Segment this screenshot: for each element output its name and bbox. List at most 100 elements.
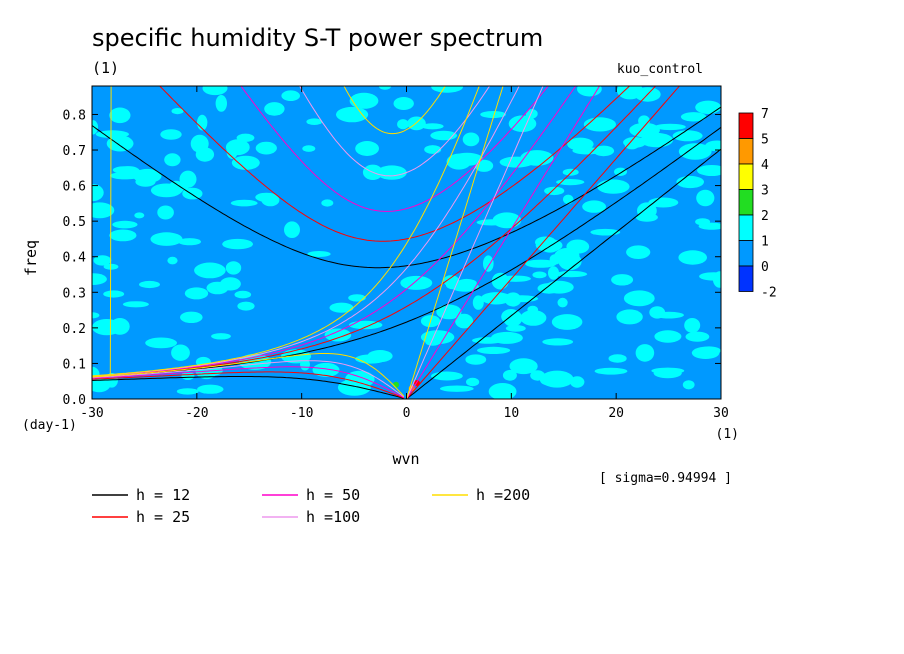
field-patch [535,236,557,248]
legend-label: h =100 [306,508,360,526]
x-tick-label: -10 [290,406,313,421]
field-patch [466,377,480,387]
field-patch [557,297,568,308]
field-patch [608,354,627,363]
colorbar-swatch [738,265,754,292]
field-patch [255,141,277,155]
field-patch [476,219,507,226]
field-patch [532,271,547,279]
field-patch [626,245,651,259]
legend-label: h = 12 [136,486,190,504]
field-patch [195,147,215,162]
colorbar-swatch [738,214,754,241]
field-patch [92,273,107,285]
x-tick-label: 20 [608,406,624,421]
colorbar-label: 1 [761,235,769,250]
field-patch [93,255,112,266]
field-patch [477,346,511,354]
field-patch [110,172,141,180]
field-patch [566,239,590,254]
legend-label: h =200 [476,486,530,504]
y-tick-label: 0.4 [63,251,87,266]
field-patch [629,122,660,138]
field-patch [699,272,721,281]
y-tick-label: 0.7 [63,144,86,159]
legend-label: h = 50 [306,486,360,504]
field-patch [300,358,310,371]
field-patch [306,118,323,125]
y-tick-label: 0.2 [63,322,86,337]
dispersion-curve [406,148,721,399]
dispersion-curve [92,126,721,378]
field-patch [397,119,409,130]
field-patch [508,115,537,132]
field-patch [378,86,392,90]
x-units-label: (1) [716,427,739,442]
field-patch [122,301,149,308]
x-tick-label: 0 [403,406,411,421]
field-patch [672,130,703,142]
field-patch [355,141,379,156]
field-patch [570,376,585,388]
dispersion-curves [92,86,721,399]
dispersion-curve [159,86,631,242]
field-patch [593,145,615,157]
field-patch [112,166,136,174]
field-patch [393,97,414,110]
field-patch [691,346,720,359]
field-patch [505,325,526,332]
field-patch [225,261,242,275]
field-patch [349,92,379,109]
field-patch [112,220,138,229]
colorbar-label: 0 [761,260,769,275]
y-tick-label: 0.5 [63,215,86,230]
field-patch [555,270,588,278]
field-patch [685,331,710,342]
field-patch [680,112,707,122]
field-patch [307,251,331,257]
x-tick-label: -30 [80,406,103,421]
dispersion-curve [92,86,657,378]
colorbar-label: -2 [761,286,777,301]
field-patch [420,330,455,345]
field-patch [178,238,202,246]
field-patch [439,385,474,392]
colorbar-swatch [738,189,754,216]
x-tick-label: -20 [185,406,208,421]
field-patch [157,205,174,220]
dispersion-curve [92,86,480,377]
field-patch [548,266,559,280]
field-patch [503,309,523,327]
field-patch [109,107,131,124]
field-patch [164,153,181,167]
field-patch [455,313,474,329]
field-patch [284,221,300,238]
field-patch [176,388,199,395]
field-patch [264,102,285,116]
field-patch [184,287,209,300]
field-patch [695,218,711,226]
field-patch [594,367,628,375]
x-axis-label: wvn [392,450,419,468]
field-patch [230,199,258,207]
experiment-label: kuo_control [617,62,703,77]
field-patch [171,344,190,361]
colorbar-label: 4 [761,158,769,173]
field-patch [134,212,145,219]
field-patch [312,362,340,377]
field-patch [558,252,582,271]
field-patch [234,290,252,299]
colorbar-swatch [738,240,754,267]
field-patch [695,100,721,114]
y-units-label: (day-1) [22,418,77,433]
field-patch [215,95,227,112]
colorbar-label: 2 [761,209,769,224]
field-patch [530,370,545,381]
field-patch [407,116,426,131]
field-patch [648,197,679,208]
dispersion-curve [92,86,446,378]
field-patch [654,330,682,343]
field-patch [329,302,354,313]
dispersion-curve [92,371,405,399]
